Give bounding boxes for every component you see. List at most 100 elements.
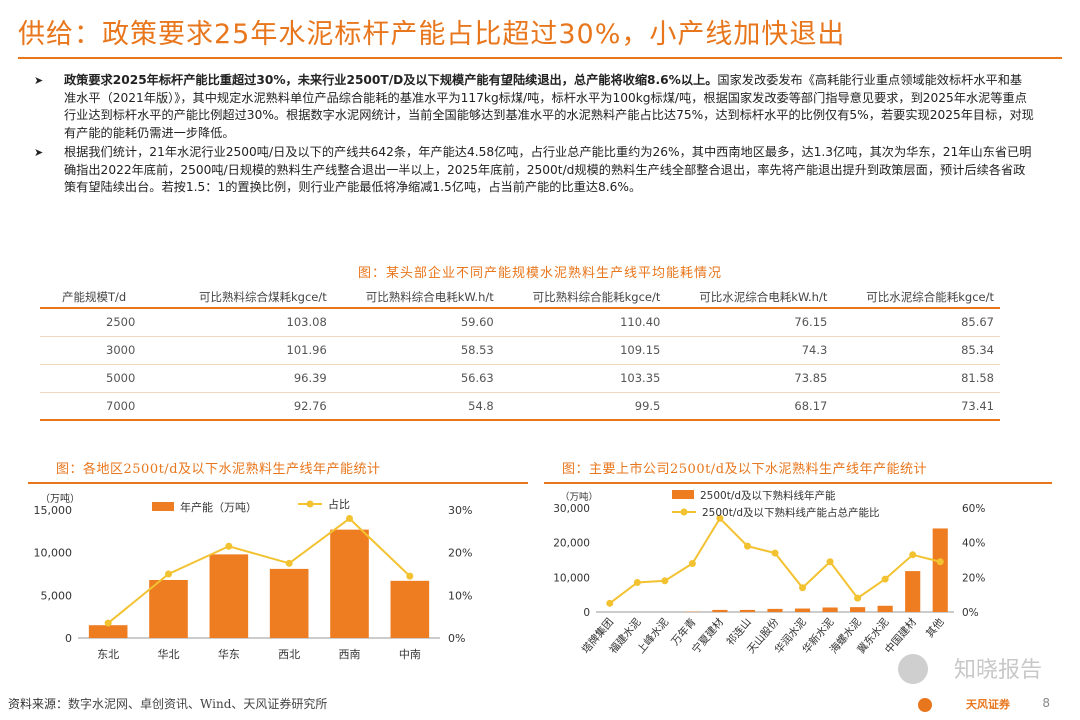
table-cell: 73.41 — [833, 391, 1000, 421]
bullet-item-2: ➤ 根据我们统计，21年水泥行业2500吨/日及以下的产线共642条，年产能达4… — [34, 144, 1034, 197]
chart-2-title: 图：主要上市公司2500t/d及以下水泥熟料生产线年产能统计 — [562, 462, 928, 477]
brand-logo: 天风证券 — [966, 698, 1010, 711]
page-number: 8 — [1042, 696, 1050, 710]
ratio-point — [104, 619, 112, 627]
watermark-icon — [898, 654, 928, 684]
y-right-tick-label: 10% — [448, 589, 472, 602]
ratio-point — [826, 558, 834, 566]
ratio-point — [406, 572, 414, 580]
table-header-cell: 可比熟料综合能耗kgce/t — [499, 286, 667, 309]
table-cell: 76.15 — [794, 315, 828, 330]
bar — [712, 609, 728, 612]
bar — [767, 608, 783, 612]
chart-1-rule — [28, 482, 528, 484]
bar — [390, 580, 430, 638]
bullet-1-text: 国家发改委发布《高耗能行业重点领域能效标杆水平和基准水平（2021年版）》，其中… — [64, 73, 1034, 140]
x-tick-label: 西北 — [278, 648, 300, 661]
table-cell: 103.08 — [286, 315, 327, 330]
table-title: 图：某头部企业不同产能规模水泥熟料生产线平均能耗情况 — [357, 266, 722, 281]
ratio-point — [606, 599, 614, 607]
bar — [932, 528, 948, 612]
bullet-item-1: ➤ 政策要求2025年标杆产能比重超过30%，未来行业2500T/D及以下规模产… — [34, 72, 1034, 142]
bar — [739, 609, 756, 612]
ratio-point — [854, 594, 862, 602]
bar — [88, 625, 128, 638]
bar — [822, 607, 838, 612]
bar — [269, 568, 309, 638]
ratio-point — [285, 559, 293, 567]
ratio-point — [799, 584, 807, 592]
legend-bar-swatch — [672, 490, 694, 499]
source-text: 数字水泥网、卓创资讯、Wind、天风证券研究所 — [68, 697, 328, 711]
legend-line-marker — [680, 508, 688, 516]
table-header-cell: 可比水泥综合电耗kW.h/t — [666, 286, 834, 309]
table-row: 3000 101.96 58.53 109.15 74.3 85.34 — [40, 335, 1000, 364]
source-prefix: 资料来源： — [8, 697, 69, 711]
footer-source: 资料来源：数字水泥网、卓创资讯、Wind、天风证券研究所 — [8, 695, 327, 712]
table-cell: 54.8 — [332, 391, 500, 421]
table-cell: 5000 — [40, 363, 167, 392]
legend-bar-label: 2500t/d及以下熟料线年产能 — [700, 489, 836, 502]
legend-bar-swatch — [152, 502, 174, 511]
y-right-tick-label: 0% — [448, 632, 465, 645]
table-cell: 101.96 — [166, 335, 333, 364]
legend-line-label: 占比 — [328, 497, 350, 511]
x-tick-label: 华北 — [158, 647, 180, 661]
ratio-point — [225, 542, 233, 550]
ratio-line — [107, 517, 411, 624]
legend-bar-label: 年产能（万吨） — [180, 500, 257, 514]
table-cell: 110.40 — [620, 315, 661, 330]
bar — [850, 607, 866, 612]
y-left-tick-label: 30,000 — [553, 503, 590, 515]
legend-line-label: 2500t/d及以下熟料线产能占总产能比 — [702, 506, 880, 519]
ratio-point — [936, 558, 944, 566]
bullet-list: ➤ 政策要求2025年标杆产能比重超过30%，未来行业2500T/D及以下规模产… — [34, 72, 1034, 199]
table-cell: 103.35 — [499, 363, 667, 392]
y-left-tick-label: 10,000 — [553, 572, 590, 584]
bar — [794, 608, 811, 612]
energy-table: 产能规模T/d 可比熟料综合煤耗kgce/t 可比熟料综合电耗kW.h/t 可比… — [40, 286, 1000, 421]
bar — [877, 605, 893, 612]
y-right-tick-label: 40% — [962, 538, 985, 550]
ratio-point — [688, 559, 696, 567]
table-header-cell: 可比熟料综合电耗kW.h/t — [332, 286, 500, 309]
arrow-bullet-icon: ➤ — [34, 146, 44, 159]
x-tick-label: 东北 — [97, 648, 119, 661]
y-left-unit-label: （万吨） — [560, 491, 598, 503]
ratio-line — [609, 516, 941, 605]
table-cell: 2500 — [106, 315, 136, 330]
table-cell: 81.58 — [833, 363, 1000, 392]
ratio-point — [633, 579, 641, 587]
table-header-row: 产能规模T/d 可比熟料综合煤耗kgce/t 可比熟料综合电耗kW.h/t 可比… — [40, 286, 1000, 309]
table-header-cell: 可比水泥综合能耗kgce/t — [833, 286, 1000, 309]
bar — [905, 571, 921, 612]
y-right-tick-label: 0% — [962, 607, 979, 619]
table-cell: 59.60 — [460, 315, 494, 330]
y-right-tick-label: 20% — [448, 547, 472, 560]
title-rule — [18, 57, 1062, 59]
y-left-tick-label: 0 — [65, 632, 72, 645]
watermark: 知晓报告 — [953, 658, 1042, 683]
x-tick-label: 中南 — [399, 648, 421, 661]
bullet-2-text: 根据我们统计，21年水泥行业2500吨/日及以下的产线共642条，年产能达4.5… — [64, 145, 1032, 194]
chart-1-title: 图：各地区2500t/d及以下水泥熟料生产线年产能统计 — [56, 462, 381, 477]
y-left-tick-label: 5,000 — [41, 589, 73, 602]
ratio-point — [661, 577, 669, 585]
table-cell: 7000 — [40, 391, 167, 421]
table-header-cell: 可比熟料综合煤耗kgce/t — [166, 286, 333, 309]
y-left-tick-label: 0 — [583, 607, 590, 619]
bar — [330, 529, 369, 638]
y-left-tick-label: 20,000 — [553, 538, 590, 550]
table-cell: 99.5 — [499, 391, 667, 421]
table-cell: 74.3 — [666, 335, 834, 364]
table-row: 7000 92.76 54.8 99.5 68.17 73.41 — [40, 391, 1000, 421]
brand-logo-icon — [918, 698, 932, 712]
ratio-point — [909, 551, 917, 559]
table-cell: 109.15 — [499, 335, 667, 364]
bullet-1-bold: 政策要求2025年标杆产能比重超过30%，未来行业2500T/D及以下规模产能有… — [64, 73, 718, 87]
table-cell: 56.63 — [332, 363, 500, 392]
table-cell: 85.34 — [833, 335, 1000, 364]
table-row: 5000 96.39 56.63 103.35 73.85 81.58 — [40, 363, 1000, 392]
ratio-point — [771, 549, 779, 557]
arrow-bullet-icon: ➤ — [34, 74, 44, 87]
